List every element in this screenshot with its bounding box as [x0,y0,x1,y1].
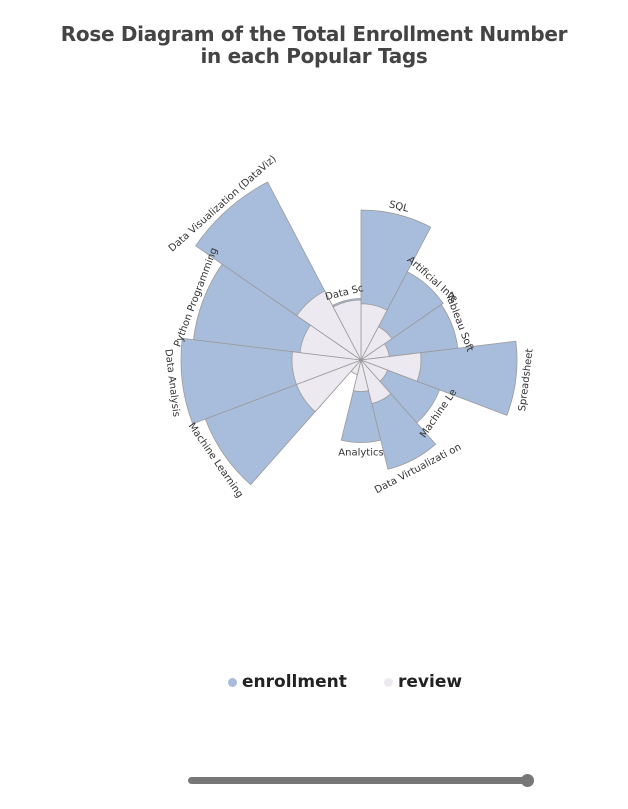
category-label-spreadsheet: Spreadsheet [517,348,536,412]
enrollment-wedge-analytics[interactable] [340,359,382,443]
review-wedge-data-visualization-dataviz[interactable] [296,290,362,361]
legend-enrollment-marker [228,677,237,687]
review-wedge-data-sc[interactable] [332,299,362,361]
legend-item-enrollment[interactable]: enrollment [228,672,347,692]
chart-title-line-2: in each Popular Tags [200,44,428,68]
legend-enrollment-label: enrollment [242,672,347,692]
legend-item-review[interactable]: review [384,672,462,692]
review-wedge-analytics[interactable] [352,359,370,392]
category-label-sql: SQL [388,199,410,215]
review-wedge-spreadsheet[interactable] [360,352,422,382]
category-label-data-analysis: Data Analysis [162,348,181,417]
category-label-analytics: Analytics [338,448,383,459]
review-wedge-artificial-inte[interactable] [360,326,393,361]
review-wedge-data-analysis[interactable] [291,351,362,385]
legend-review-label: review [398,672,463,692]
zoom-slider-handle[interactable] [521,774,534,787]
zoom-slider-track[interactable] [188,777,529,784]
chart-title-line-1: Rose Diagram of the Total Enrollment Num… [60,22,568,46]
legend-review-marker [384,677,393,687]
review-wedge-data-virtualizati-on[interactable] [360,359,392,405]
